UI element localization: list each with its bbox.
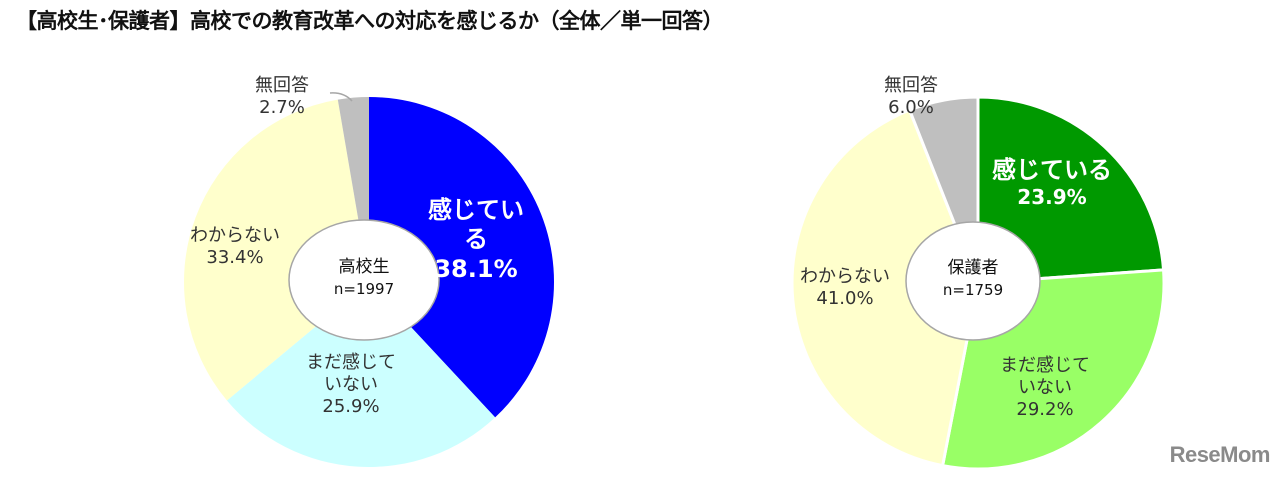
pie1-felt-line1: 感じてい <box>428 196 524 224</box>
pie2-noanswer-pct: 6.0% <box>888 96 934 118</box>
pie2-label-felt: 感じている 23.9% <box>992 156 1112 210</box>
pie1-center-n: n=1997 <box>333 279 395 298</box>
pie1-notyet-line2: いない <box>324 373 378 395</box>
pie2-label-noanswer: 無回答 6.0% <box>884 75 938 119</box>
pie1-label-noanswer: 無回答 2.7% <box>255 75 309 119</box>
pie2-center-n: n=1759 <box>942 280 1004 299</box>
pie2-notyet-line2: いない <box>1018 376 1072 398</box>
pie-chart-students <box>183 97 555 468</box>
pie1-noanswer-pct: 2.7% <box>259 96 305 118</box>
pie2-center-title: 保護者 <box>947 258 999 278</box>
pie1-slice-0 <box>369 97 555 418</box>
pie2-notyet-pct: 29.2% <box>1016 398 1074 420</box>
pie2-felt-line1: 感じている <box>992 156 1112 184</box>
pie1-center-title: 高校生 <box>338 257 390 277</box>
resemom-watermark-logo: ReseMom <box>1169 442 1271 467</box>
pie1-felt-line2: る <box>464 225 488 254</box>
pie2-center-hole <box>905 221 1041 341</box>
pie2-felt-pct: 23.9% <box>1017 185 1087 210</box>
pie1-label-notyet: まだ感じて いない 25.9% <box>306 352 396 418</box>
pie1-notyet-pct: 25.9% <box>322 395 380 417</box>
pie1-notyet-line1: まだ感じて <box>306 352 396 373</box>
pie1-slice-1 <box>226 282 496 468</box>
pie1-slice-2 <box>183 99 369 401</box>
pie2-notyet-line1: まだ感じて <box>1000 355 1090 376</box>
pie1-label-felt: 感じてい る 38.1% <box>428 196 524 284</box>
chart-title: 【高校生･保護者】高校での教育改革への対応を感じるか（全体／単一回答） <box>16 9 724 33</box>
pie1-center-hole <box>288 219 440 341</box>
pie2-center-label: 保護者 n=1759 <box>929 257 1017 300</box>
pie2-noanswer-line1: 無回答 <box>884 75 938 96</box>
pie2-unknown-line1: わからない <box>800 266 890 287</box>
pie1-label-unknown: わからない 33.4% <box>190 225 280 269</box>
pie1-unknown-line1: わからない <box>190 225 280 246</box>
pie1-center-label: 高校生 n=1997 <box>320 256 408 299</box>
pie2-label-unknown: わからない 41.0% <box>800 266 890 310</box>
pie1-felt-pct: 38.1% <box>434 254 518 283</box>
pie2-slice-0 <box>976 95 1166 285</box>
noanswer-leader-line <box>329 92 353 102</box>
pie2-slice-2 <box>790 108 980 468</box>
pie1-noanswer-line1: 無回答 <box>255 75 309 96</box>
pie2-unknown-pct: 41.0% <box>816 287 874 309</box>
pie1-unknown-pct: 33.4% <box>206 246 264 268</box>
pie2-label-notyet: まだ感じて いない 29.2% <box>1000 355 1090 421</box>
